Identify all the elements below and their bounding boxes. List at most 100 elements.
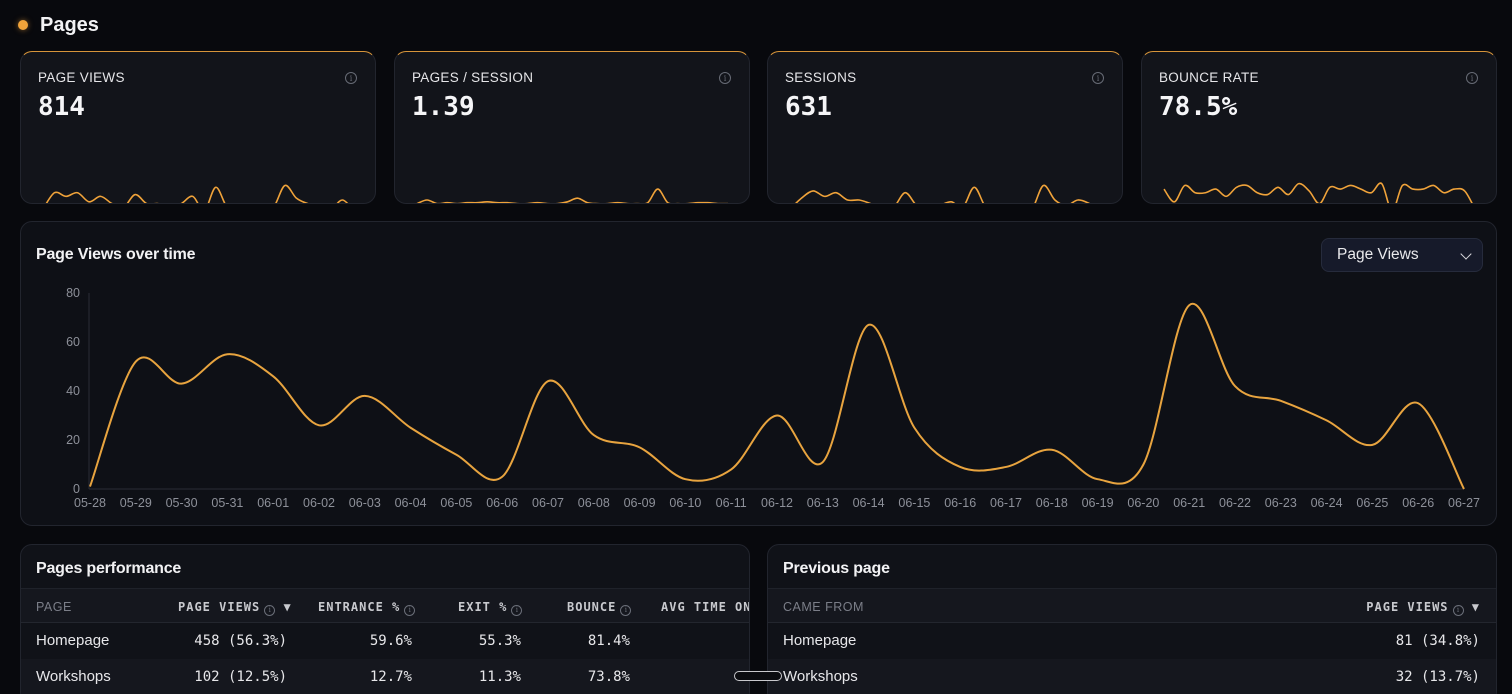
stat-label: PAGE VIEWS: [38, 70, 125, 85]
col-exit[interactable]: EXIT % i: [458, 600, 523, 616]
page-views-line-chart: 0 20 40 60 80 05-28 05-29 05-30 05-31 06-01 06-02 0…: [66, 286, 1480, 510]
cell-came-from: Homepage: [783, 632, 857, 649]
cell-page: Workshops: [36, 668, 111, 685]
col-bounce[interactable]: BOUNCE i: [567, 600, 632, 616]
col-page[interactable]: PAGE: [36, 600, 72, 614]
x-tick-label: 06-19: [1082, 496, 1114, 510]
table-row[interactable]: Homepage 458 (56.3%) 59.6% 55.3% 81.4%: [21, 623, 749, 659]
cell-entrance: 12.7%: [369, 669, 412, 685]
stat-label: SESSIONS: [785, 70, 857, 85]
y-tick-label: 20: [66, 433, 80, 447]
cell-entrance: 59.6%: [369, 633, 412, 649]
cell-exit: 11.3%: [478, 669, 521, 685]
stat-value: 1.39: [412, 92, 475, 122]
x-tick-label: 06-27: [1448, 496, 1480, 510]
x-tick-label: 06-26: [1402, 496, 1434, 510]
stat-card-sessions: SESSIONS 631 i: [767, 51, 1123, 204]
sparkline-path: [795, 184, 1090, 203]
col-avg-time[interactable]: AVG TIME ON: [661, 600, 750, 614]
y-tick-label: 80: [66, 286, 80, 300]
table-title: Pages performance: [36, 560, 182, 577]
x-tick-label: 06-24: [1311, 496, 1343, 510]
col-page-views-label: PAGE VIEWS: [1366, 600, 1449, 614]
info-icon[interactable]: i: [1092, 72, 1104, 84]
col-page-views[interactable]: PAGE VIEWS i ▼: [178, 600, 292, 616]
cell-came-from: Workshops: [783, 668, 858, 685]
metric-select-value: Page Views: [1337, 246, 1419, 263]
table-header: CAME FROM PAGE VIEWS i ▼: [768, 588, 1496, 623]
stat-card-page-views: PAGE VIEWS 814 i: [20, 51, 376, 204]
x-tick-label: 06-16: [944, 496, 976, 510]
x-tick-label: 06-10: [669, 496, 701, 510]
x-tick-label: 06-21: [1173, 496, 1205, 510]
status-dot-icon: [18, 20, 28, 30]
chart-title: Page Views over time: [36, 246, 196, 263]
sort-desc-icon: ▼: [283, 600, 292, 614]
table-header: PAGE PAGE VIEWS i ▼ ENTRANCE % i EXIT % i B…: [21, 588, 749, 623]
series-line: [89, 302, 1465, 490]
cell-views: 32 (13.7%): [1395, 669, 1480, 685]
sparkline: [1163, 182, 1473, 203]
info-icon: i: [264, 605, 276, 616]
stat-card-pages-per-session: PAGES / SESSION 1.39 i: [394, 51, 750, 204]
cell-bounce: 81.4%: [587, 633, 630, 649]
previous-page-card: Previous page CAME FROM PAGE VIEWS i ▼ Ho…: [767, 544, 1497, 694]
x-tick-label: 06-09: [624, 496, 656, 510]
x-tick-label: 06-04: [395, 496, 427, 510]
col-entrance[interactable]: ENTRANCE % i: [318, 600, 416, 616]
info-icon[interactable]: i: [1466, 72, 1478, 84]
chevron-down-icon: [1460, 248, 1472, 260]
table-row[interactable]: Workshops 32 (13.7%): [768, 659, 1496, 694]
x-tick-label: 06-08: [578, 496, 610, 510]
page-title: Pages: [40, 13, 99, 36]
sparkline: [795, 184, 1090, 203]
x-tick-label: 05-31: [211, 496, 243, 510]
col-exit-label: EXIT %: [458, 600, 508, 614]
stat-label: PAGES / SESSION: [412, 70, 534, 85]
info-icon: i: [404, 605, 416, 616]
stat-label: BOUNCE RATE: [1159, 70, 1259, 85]
info-icon[interactable]: i: [345, 72, 357, 84]
cell-views: 102 (12.5%): [194, 669, 287, 685]
sparkline: [416, 188, 728, 203]
x-tick-label: 06-06: [486, 496, 518, 510]
y-tick-label: 40: [66, 384, 80, 398]
x-tick-label: 06-17: [990, 496, 1022, 510]
stat-value: 78.5%: [1159, 92, 1238, 122]
stat-value: 814: [38, 92, 85, 122]
x-tick-label: 05-30: [166, 496, 198, 510]
table-row[interactable]: Workshops 102 (12.5%) 12.7% 11.3% 73.8%: [21, 659, 749, 694]
page-header: Pages: [18, 12, 99, 38]
sparkline-path: [1163, 182, 1473, 203]
x-tick-label: 06-14: [853, 496, 885, 510]
info-icon[interactable]: i: [719, 72, 731, 84]
col-entrance-label: ENTRANCE %: [318, 600, 401, 614]
x-tick-label: 06-11: [716, 496, 747, 510]
x-tick-label: 06-25: [1356, 496, 1388, 510]
x-tick-label: 06-03: [349, 496, 381, 510]
page-views-chart-card: 0 20 40 60 80 05-28 05-29 05-30 05-31 06-01 06-02 0…: [20, 221, 1497, 526]
horizontal-scrollbar[interactable]: [734, 671, 782, 681]
x-tick-label: 05-29: [120, 496, 152, 510]
stat-value: 631: [785, 92, 832, 122]
x-tick-label: 06-22: [1219, 496, 1251, 510]
info-icon: i: [511, 605, 523, 616]
x-tick-label: 06-20: [1127, 496, 1159, 510]
table-row[interactable]: Homepage 81 (34.8%): [768, 623, 1496, 659]
x-tick-label: 06-12: [761, 496, 793, 510]
col-came-from[interactable]: CAME FROM: [783, 600, 864, 614]
cell-views: 458 (56.3%): [194, 633, 287, 649]
x-tick-label: 05-28: [74, 496, 106, 510]
sparkline: [45, 184, 349, 203]
info-icon: i: [1452, 605, 1464, 616]
x-tick-label: 06-01: [257, 496, 289, 510]
metric-select[interactable]: Page Views: [1321, 238, 1483, 272]
col-bounce-label: BOUNCE: [567, 600, 617, 614]
col-page-views[interactable]: PAGE VIEWS i ▼: [1366, 600, 1480, 616]
y-tick-label: 60: [66, 335, 80, 349]
info-icon: i: [620, 605, 632, 616]
x-tick-label: 06-13: [807, 496, 839, 510]
cell-page: Homepage: [36, 632, 110, 649]
x-tick-label: 06-05: [440, 496, 472, 510]
x-tick-label: 06-23: [1265, 496, 1297, 510]
